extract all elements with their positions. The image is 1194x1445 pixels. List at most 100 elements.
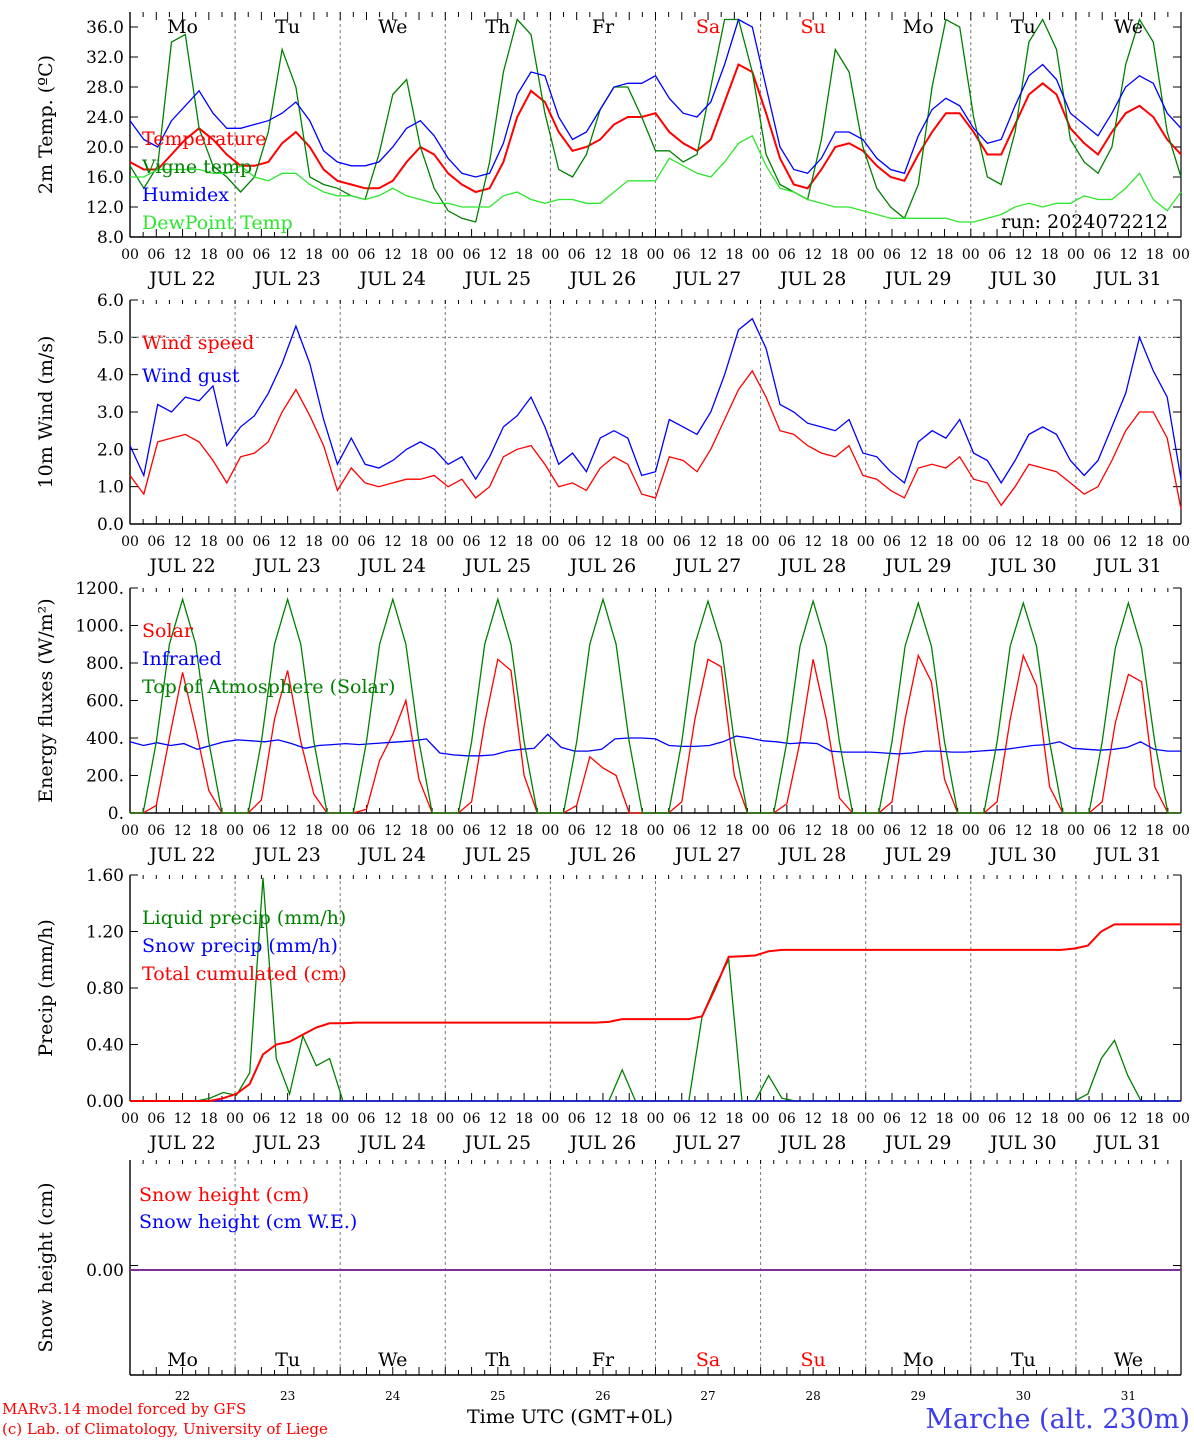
- hour-tick-label: 18: [725, 534, 743, 550]
- hour-tick-label: 18: [410, 823, 428, 839]
- hour-tick-label: 18: [1041, 1111, 1059, 1127]
- hour-tick-label: 12: [384, 823, 402, 839]
- hour-tick-label: 12: [804, 1111, 822, 1127]
- hour-tick-label: 06: [147, 1111, 165, 1127]
- hour-tick-label: 06: [147, 823, 165, 839]
- y-tick-label: 20.0: [86, 138, 124, 158]
- hour-tick-label: 06: [988, 1111, 1006, 1127]
- hour-tick-label: 12: [699, 534, 717, 550]
- date-label: JUL 25: [463, 268, 531, 290]
- hour-tick-label: 12: [909, 1111, 927, 1127]
- hour-tick-label: 00: [1067, 534, 1085, 550]
- date-label: JUL 27: [673, 268, 741, 290]
- hour-tick-label: 06: [883, 247, 901, 263]
- hour-tick-label: 00: [647, 823, 665, 839]
- hour-tick-label: 00: [226, 247, 244, 263]
- hour-tick-label: 06: [463, 823, 481, 839]
- hour-tick-label: 00: [541, 823, 559, 839]
- legend-entry: Liquid precip (mm/h): [142, 907, 346, 929]
- y-axis-title: Snow height (cm): [35, 1182, 57, 1352]
- y-axis-title: Energy fluxes (W/m²): [35, 598, 57, 802]
- date-label: JUL 23: [252, 1132, 320, 1154]
- hour-tick-label: 18: [620, 823, 638, 839]
- y-tick-label: 1200.: [75, 579, 124, 599]
- hour-tick-label: 06: [883, 1111, 901, 1127]
- date-label: JUL 29: [883, 1132, 951, 1154]
- hour-tick-label: 12: [279, 534, 297, 550]
- hour-tick-label: 18: [305, 247, 323, 263]
- day-name-label: Tu: [1011, 16, 1036, 38]
- day-name-label: Fr: [592, 16, 615, 38]
- hour-tick-label: 12: [594, 1111, 612, 1127]
- date-label: JUL 23: [252, 555, 320, 577]
- hour-tick-label: 00: [752, 534, 770, 550]
- date-label: JUL 28: [778, 268, 846, 290]
- hour-tick-label: 06: [147, 534, 165, 550]
- date-label: JUL 25: [463, 1132, 531, 1154]
- y-tick-label: 600.: [86, 692, 124, 712]
- hour-tick-label: 18: [831, 1111, 849, 1127]
- hour-tick-label: 00: [752, 247, 770, 263]
- hour-tick-label: 18: [1041, 247, 1059, 263]
- location-title: Marche (alt. 230m): [925, 1404, 1190, 1435]
- date-label: JUL 26: [568, 844, 636, 866]
- series-line: [129, 18, 1182, 178]
- y-axis-title: Precip (mm/h): [35, 919, 57, 1057]
- day-name-label: We: [378, 16, 407, 38]
- day-name-label: We: [378, 1349, 407, 1371]
- hour-tick-label: 06: [252, 823, 270, 839]
- hour-tick-label: 12: [1014, 823, 1032, 839]
- y-tick-label: 5.0: [97, 328, 124, 348]
- hour-tick-label: 12: [1014, 534, 1032, 550]
- hour-tick-label: 06: [463, 247, 481, 263]
- legend-entry: Wind gust: [142, 365, 240, 387]
- hour-tick-label: 00: [962, 823, 980, 839]
- hour-tick-label: 00: [436, 534, 454, 550]
- hour-tick-label: 06: [358, 823, 376, 839]
- hour-tick-label: 06: [463, 1111, 481, 1127]
- hour-tick-label: 06: [988, 534, 1006, 550]
- date-label: JUL 23: [252, 268, 320, 290]
- day-name-label: We: [1114, 1349, 1143, 1371]
- footer-lab-credit: (c) Lab. of Climatology, University of L…: [2, 1420, 328, 1438]
- hour-tick-label: 00: [1067, 247, 1085, 263]
- date-label: JUL 22: [147, 555, 215, 577]
- hour-tick-label: 00: [1172, 247, 1190, 263]
- hour-tick-label: 06: [778, 247, 796, 263]
- legend-entry: Temperature: [142, 128, 266, 150]
- date-label: JUL 28: [778, 555, 846, 577]
- hour-tick-label: 18: [200, 247, 218, 263]
- hour-tick-label: 00: [541, 534, 559, 550]
- day-name-label: We: [1114, 16, 1143, 38]
- hour-tick-label: 06: [1093, 823, 1111, 839]
- hour-tick-label: 12: [699, 823, 717, 839]
- hour-tick-label: 18: [936, 823, 954, 839]
- hour-tick-label: 18: [831, 247, 849, 263]
- hour-tick-label: 12: [384, 534, 402, 550]
- date-label: JUL 24: [358, 844, 426, 866]
- y-tick-label: 800.: [86, 654, 124, 674]
- hour-tick-label: 12: [174, 1111, 192, 1127]
- hour-tick-label: 00: [121, 247, 139, 263]
- y-tick-label: 28.0: [86, 78, 124, 98]
- hour-tick-label: 18: [936, 1111, 954, 1127]
- hour-tick-label: 12: [174, 247, 192, 263]
- legend-entry: DewPoint Temp: [142, 212, 293, 234]
- hour-tick-label: 12: [489, 534, 507, 550]
- hour-tick-label: 00: [857, 1111, 875, 1127]
- legend-entry: Snow height (cm): [139, 1184, 309, 1206]
- hour-tick-label: 12: [594, 823, 612, 839]
- hour-tick-label: 18: [200, 1111, 218, 1127]
- hour-tick-label: 00: [436, 1111, 454, 1127]
- y-tick-label: 0.0: [97, 515, 124, 535]
- hour-tick-label: 18: [620, 1111, 638, 1127]
- hour-tick-label: 06: [988, 823, 1006, 839]
- day-number-label: 23: [280, 1389, 295, 1403]
- date-label: JUL 28: [778, 844, 846, 866]
- day-name-label: Mo: [167, 1349, 198, 1371]
- hour-tick-label: 00: [857, 534, 875, 550]
- hour-tick-label: 12: [804, 823, 822, 839]
- hour-tick-label: 00: [436, 247, 454, 263]
- hour-tick-label: 06: [778, 534, 796, 550]
- hour-tick-label: 06: [673, 823, 691, 839]
